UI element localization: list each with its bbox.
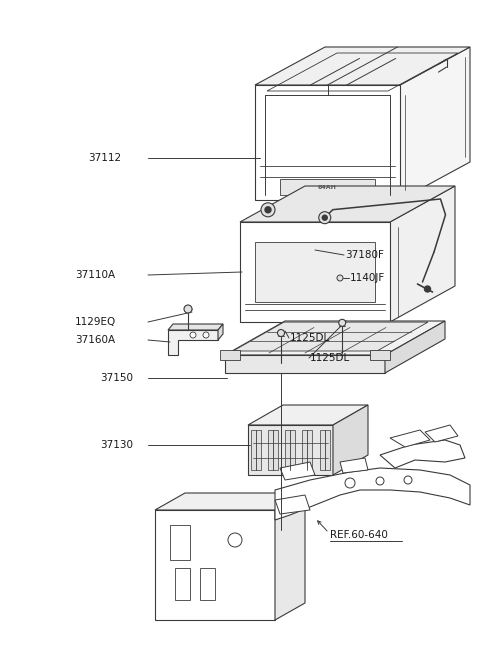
Polygon shape [285, 430, 295, 470]
Text: 37160A: 37160A [75, 335, 115, 345]
Polygon shape [248, 405, 368, 425]
Polygon shape [220, 350, 240, 360]
Polygon shape [333, 405, 368, 475]
Polygon shape [268, 430, 278, 470]
Polygon shape [168, 324, 223, 330]
Circle shape [345, 478, 355, 488]
Text: 37180F: 37180F [345, 250, 384, 260]
Circle shape [277, 329, 285, 337]
Text: 1125DL: 1125DL [290, 333, 330, 343]
Polygon shape [255, 85, 400, 200]
Polygon shape [275, 493, 305, 620]
Polygon shape [175, 568, 190, 600]
Text: 37112: 37112 [88, 153, 121, 163]
Circle shape [261, 203, 275, 216]
Polygon shape [370, 350, 390, 360]
Text: 64AH: 64AH [318, 185, 336, 190]
Polygon shape [168, 330, 218, 355]
Polygon shape [200, 568, 215, 600]
Polygon shape [340, 458, 368, 473]
Polygon shape [233, 322, 428, 351]
Circle shape [404, 476, 412, 484]
Text: 37110A: 37110A [75, 270, 115, 280]
Polygon shape [302, 430, 312, 470]
Polygon shape [251, 430, 261, 470]
Circle shape [184, 305, 192, 313]
Polygon shape [400, 47, 470, 200]
Circle shape [265, 207, 271, 213]
Text: 1129EQ: 1129EQ [75, 317, 116, 327]
Polygon shape [275, 468, 470, 520]
Polygon shape [155, 493, 305, 510]
Polygon shape [280, 462, 315, 480]
Polygon shape [218, 324, 223, 340]
Circle shape [376, 477, 384, 485]
Circle shape [322, 215, 327, 220]
Circle shape [337, 275, 343, 281]
Circle shape [203, 332, 209, 338]
Polygon shape [248, 425, 333, 475]
Text: 37130: 37130 [100, 440, 133, 450]
Circle shape [339, 319, 346, 326]
Circle shape [319, 212, 331, 224]
Polygon shape [240, 186, 455, 222]
Polygon shape [255, 47, 470, 85]
Polygon shape [155, 510, 275, 620]
Text: REF.60-640: REF.60-640 [330, 530, 388, 540]
Polygon shape [385, 321, 445, 373]
Polygon shape [320, 430, 330, 470]
Polygon shape [390, 430, 430, 447]
Polygon shape [240, 222, 390, 322]
Polygon shape [280, 179, 375, 195]
Text: 1140JF: 1140JF [350, 273, 385, 283]
Circle shape [424, 286, 431, 292]
Polygon shape [390, 186, 455, 322]
Polygon shape [425, 425, 458, 442]
Circle shape [228, 533, 242, 547]
Polygon shape [225, 355, 385, 373]
Polygon shape [255, 242, 375, 302]
Text: 1125DL: 1125DL [310, 353, 350, 363]
Polygon shape [170, 525, 190, 560]
Polygon shape [380, 440, 465, 468]
Circle shape [190, 332, 196, 338]
Polygon shape [225, 321, 445, 355]
Text: 37150: 37150 [100, 373, 133, 383]
Polygon shape [275, 495, 310, 514]
